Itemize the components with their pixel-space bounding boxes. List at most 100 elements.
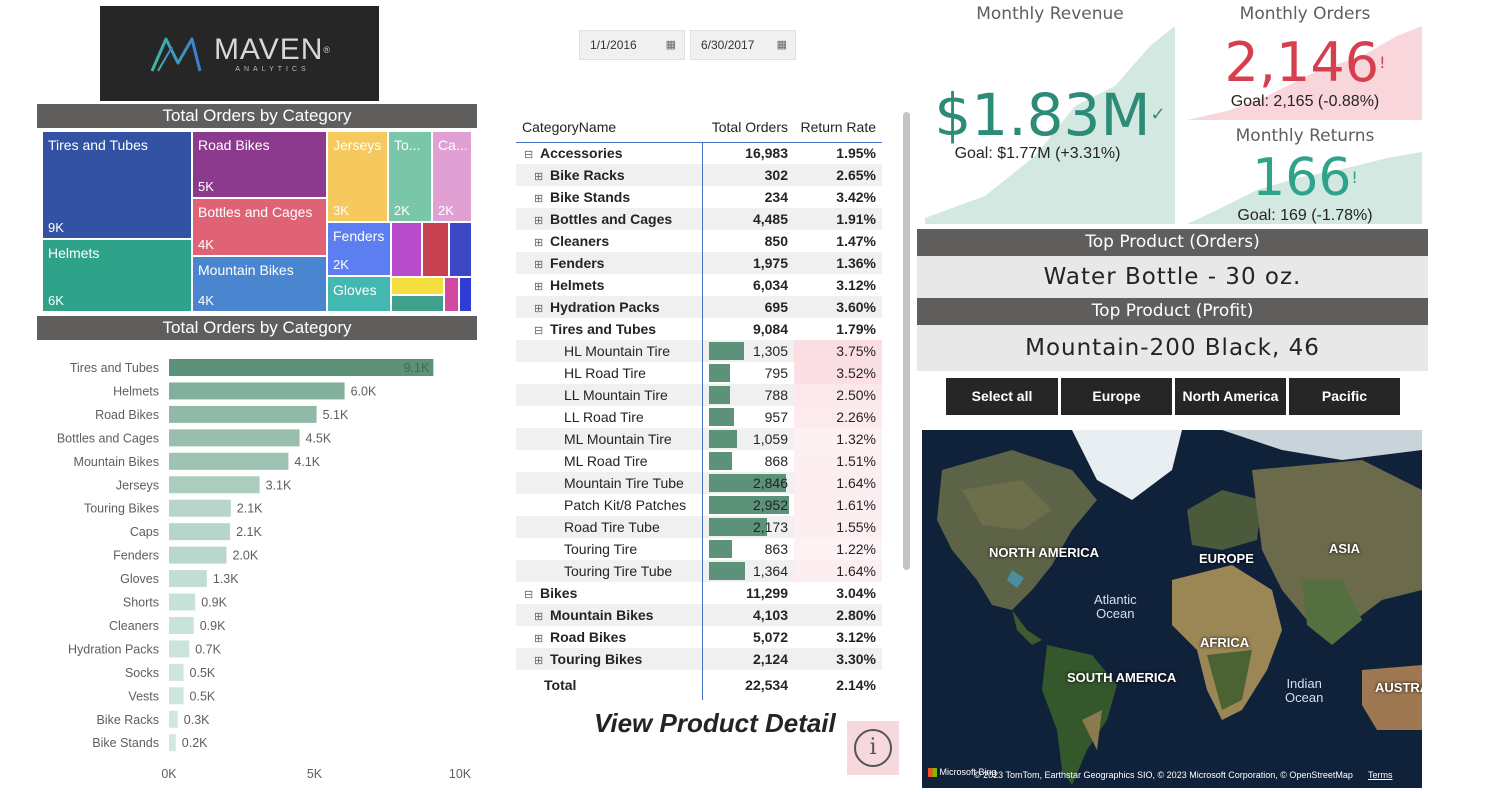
bar[interactable] — [169, 546, 227, 564]
region-north-america-button[interactable]: North America — [1175, 378, 1286, 415]
matrix-return-rate-cell: 2.26% — [794, 406, 882, 428]
matrix-row[interactable]: ⊟ Bikes 11,299 3.04% — [516, 582, 882, 604]
collapse-icon[interactable]: ⊟ — [524, 589, 534, 601]
bar[interactable] — [169, 452, 289, 470]
col-header-return-rate[interactable]: Return Rate — [794, 112, 882, 143]
treemap-small-tile[interactable] — [449, 222, 472, 277]
matrix-return-rate-cell: 1.91% — [794, 208, 882, 230]
treemap-small-tile[interactable] — [391, 277, 444, 295]
matrix-row[interactable]: Touring Tire 863 1.22% — [516, 538, 882, 560]
matrix-row[interactable]: ⊞ Touring Bikes 2,124 3.30% — [516, 648, 882, 670]
matrix-orders-cell: 2,124 — [702, 648, 794, 670]
matrix-orders-cell: 868 — [702, 450, 794, 472]
bar[interactable] — [169, 593, 196, 611]
expand-icon[interactable]: ⊞ — [534, 303, 544, 315]
expand-icon[interactable]: ⊞ — [534, 611, 544, 623]
region-select-all-button[interactable]: Select all — [946, 378, 1058, 415]
bar[interactable] — [169, 570, 207, 588]
expand-icon[interactable]: ⊞ — [534, 655, 544, 667]
matrix-return-rate-cell: 1.36% — [794, 252, 882, 274]
bar[interactable] — [169, 476, 260, 494]
returns-title: Monthly Returns — [1235, 126, 1375, 146]
matrix-row[interactable]: ⊞ Mountain Bikes 4,103 2.80% — [516, 604, 882, 626]
bar[interactable] — [169, 687, 184, 705]
treemap-small-tile[interactable] — [444, 277, 459, 312]
bar[interactable] — [169, 523, 231, 541]
bar[interactable] — [169, 710, 178, 728]
region-europe-button[interactable]: Europe — [1061, 378, 1172, 415]
map-terms-link[interactable]: Terms — [1368, 770, 1393, 780]
bar[interactable] — [169, 405, 317, 423]
matrix-orders-value: 9,084 — [752, 321, 788, 337]
calendar-icon[interactable]: ▦ — [776, 39, 787, 51]
treemap-small-tile[interactable] — [459, 277, 472, 312]
matrix-row[interactable]: ⊞ Hydration Packs 695 3.60% — [516, 296, 882, 318]
matrix-row[interactable]: Road Tire Tube 2,173 1.55% — [516, 516, 882, 538]
matrix-row[interactable]: ⊟ Accessories 16,983 1.95% — [516, 142, 882, 164]
matrix-row[interactable]: ML Road Tire 868 1.51% — [516, 450, 882, 472]
info-button[interactable]: i — [847, 721, 899, 775]
bar[interactable] — [169, 663, 184, 681]
col-header-orders[interactable]: Total Orders — [702, 112, 794, 143]
bar[interactable] — [169, 640, 190, 658]
treemap-tile-3[interactable]: Road Bikes 5K — [192, 131, 327, 198]
matrix-orders-cell: 957 — [702, 406, 794, 428]
treemap-small-tile[interactable] — [391, 222, 422, 277]
revenue-number: $1.83M — [934, 81, 1151, 149]
end-date-input[interactable]: 6/30/2017 ▦ — [690, 30, 796, 60]
matrix-scrollbar[interactable] — [903, 112, 910, 570]
expand-icon[interactable]: ⊞ — [534, 171, 544, 183]
world-map[interactable]: NORTH AMERICA EUROPE ASIA AFRICA SOUTH A… — [922, 430, 1422, 788]
region-pacific-button[interactable]: Pacific — [1289, 378, 1400, 415]
matrix-row[interactable]: HL Mountain Tire 1,305 3.75% — [516, 340, 882, 362]
returns-value: 166! — [1187, 146, 1423, 210]
matrix-category-cell: ⊞ Hydration Packs — [516, 296, 703, 318]
matrix-orders-value: 695 — [764, 299, 788, 315]
bar[interactable] — [169, 616, 194, 634]
bar[interactable] — [169, 359, 434, 376]
expand-icon[interactable]: ⊞ — [534, 259, 544, 271]
matrix-row[interactable]: ⊞ Cleaners 850 1.47% — [516, 230, 882, 252]
matrix-row[interactable]: ⊞ Bike Stands 234 3.42% — [516, 186, 882, 208]
bar[interactable] — [169, 429, 300, 447]
treemap-tile-label: Helmets — [48, 245, 100, 261]
expand-icon[interactable]: ⊞ — [534, 193, 544, 205]
treemap-tile-2[interactable]: Helmets 6K — [42, 239, 192, 312]
treemap-tile-1[interactable]: Tires and Tubes 9K — [42, 131, 192, 239]
matrix-row[interactable]: ⊞ Bottles and Cages 4,485 1.91% — [516, 208, 882, 230]
start-date-input[interactable]: 1/1/2016 ▦ — [579, 30, 685, 60]
matrix-row[interactable]: ML Mountain Tire 1,059 1.32% — [516, 428, 882, 450]
expand-icon[interactable]: ⊞ — [534, 281, 544, 293]
expand-icon[interactable]: ⊞ — [534, 215, 544, 227]
collapse-icon[interactable]: ⊟ — [524, 149, 534, 162]
treemap-tile-6[interactable]: Jerseys 3K — [327, 131, 388, 222]
treemap-small-tile[interactable] — [422, 222, 449, 277]
matrix-row[interactable]: Mountain Tire Tube 2,846 1.64% — [516, 472, 882, 494]
matrix-row[interactable]: Patch Kit/8 Patches 2,952 1.61% — [516, 494, 882, 516]
treemap-tile-9[interactable]: Fenders 2K — [327, 222, 391, 276]
col-header-category[interactable]: CategoryName — [516, 112, 702, 143]
view-product-detail-link[interactable]: View Product Detail — [594, 708, 836, 738]
bar[interactable] — [169, 734, 176, 752]
treemap-small-tile[interactable] — [391, 295, 444, 312]
matrix-row[interactable]: ⊞ Road Bikes 5,072 3.12% — [516, 626, 882, 648]
matrix-row[interactable]: Touring Tire Tube 1,364 1.64% — [516, 560, 882, 582]
treemap-tile-8[interactable]: Ca... 2K — [432, 131, 472, 222]
matrix-row[interactable]: ⊞ Fenders 1,975 1.36% — [516, 252, 882, 274]
bar[interactable] — [169, 499, 231, 517]
matrix-row[interactable]: ⊞ Bike Racks 302 2.65% — [516, 164, 882, 186]
treemap-tile-7[interactable]: To... 2K — [388, 131, 432, 222]
expand-icon[interactable]: ⊞ — [534, 633, 544, 645]
calendar-icon[interactable]: ▦ — [665, 39, 676, 51]
bar[interactable] — [169, 382, 345, 400]
matrix-row[interactable]: LL Road Tire 957 2.26% — [516, 406, 882, 428]
expand-icon[interactable]: ⊞ — [534, 237, 544, 249]
collapse-icon[interactable]: ⊟ — [534, 325, 544, 337]
matrix-row[interactable]: ⊟ Tires and Tubes 9,084 1.79% — [516, 318, 882, 340]
treemap-tile-4[interactable]: Bottles and Cages 4K — [192, 198, 327, 256]
matrix-row[interactable]: ⊞ Helmets 6,034 3.12% — [516, 274, 882, 296]
matrix-row[interactable]: HL Road Tire 795 3.52% — [516, 362, 882, 384]
treemap-tile-5[interactable]: Mountain Bikes 4K — [192, 256, 327, 312]
treemap-tile-10[interactable]: Gloves — [327, 276, 391, 312]
matrix-row[interactable]: LL Mountain Tire 788 2.50% — [516, 384, 882, 406]
